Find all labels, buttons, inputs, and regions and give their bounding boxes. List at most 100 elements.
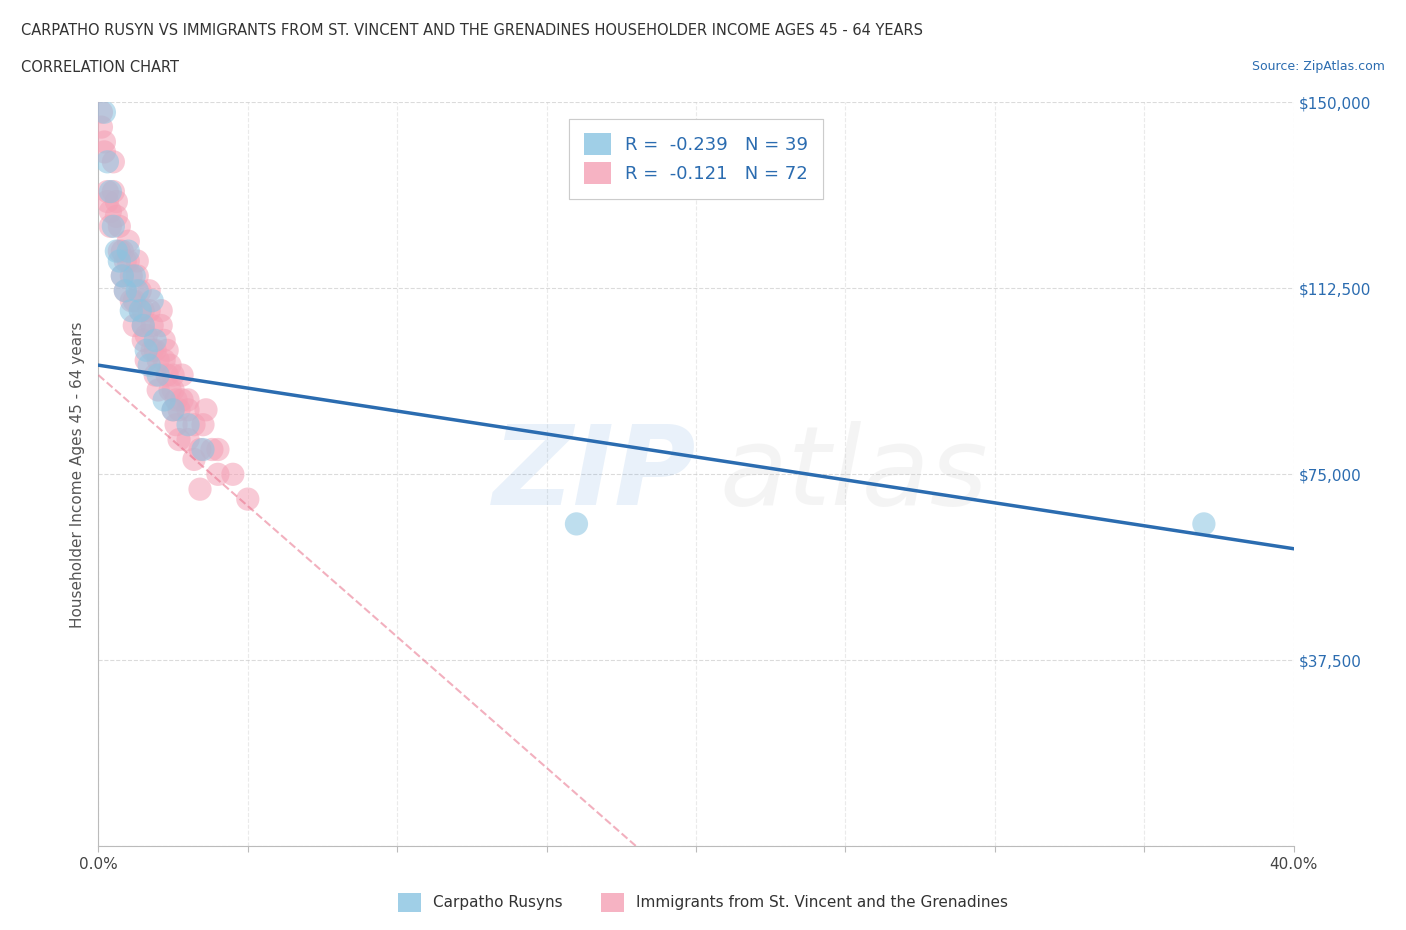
Text: atlas: atlas — [720, 420, 988, 528]
Point — [191, 418, 214, 432]
Point — [127, 254, 149, 269]
Point — [96, 154, 118, 169]
Point — [93, 135, 115, 150]
Point — [103, 184, 125, 199]
Point — [201, 442, 224, 457]
Point — [183, 452, 205, 467]
Point — [148, 352, 170, 367]
Point — [108, 244, 131, 259]
Point — [162, 382, 184, 397]
Point — [141, 293, 163, 308]
Point — [148, 382, 170, 397]
Point — [1192, 516, 1215, 531]
Point — [148, 367, 170, 382]
Point — [96, 194, 118, 209]
Point — [191, 442, 214, 457]
Point — [90, 105, 112, 120]
Point — [162, 367, 184, 382]
Point — [153, 352, 176, 367]
Point — [124, 293, 146, 308]
Text: ZIP: ZIP — [492, 420, 696, 528]
Point — [98, 204, 122, 219]
Point — [222, 467, 245, 482]
Point — [167, 432, 190, 447]
Point — [117, 254, 139, 269]
Point — [111, 269, 134, 284]
Point — [153, 392, 176, 407]
Point — [90, 120, 112, 135]
Legend: Carpatho Rusyns, Immigrants from St. Vincent and the Grenadines: Carpatho Rusyns, Immigrants from St. Vin… — [392, 887, 1014, 918]
Point — [162, 403, 184, 418]
Text: CORRELATION CHART: CORRELATION CHART — [21, 60, 179, 75]
Point — [156, 343, 179, 358]
Point — [143, 367, 166, 382]
Point — [162, 403, 184, 418]
Point — [153, 333, 176, 348]
Point — [188, 482, 211, 497]
Point — [108, 254, 131, 269]
Point — [96, 184, 118, 199]
Point — [138, 358, 160, 373]
Point — [207, 467, 229, 482]
Point — [117, 244, 139, 259]
Point — [159, 358, 181, 373]
Point — [141, 318, 163, 333]
Point — [98, 219, 122, 233]
Point — [177, 403, 200, 418]
Point — [111, 269, 134, 284]
Point — [165, 392, 187, 407]
Point — [132, 318, 155, 333]
Point — [129, 303, 152, 318]
Point — [127, 269, 149, 284]
Point — [132, 303, 155, 318]
Point — [183, 418, 205, 432]
Point — [236, 492, 259, 507]
Point — [172, 367, 194, 382]
Point — [114, 284, 136, 299]
Point — [108, 219, 131, 233]
Point — [111, 244, 134, 259]
Point — [120, 293, 142, 308]
Point — [93, 105, 115, 120]
Point — [93, 144, 115, 159]
Point — [103, 219, 125, 233]
Point — [135, 352, 157, 367]
Point — [143, 343, 166, 358]
Point — [177, 432, 200, 447]
Point — [167, 403, 190, 418]
Point — [177, 392, 200, 407]
Y-axis label: Householder Income Ages 45 - 64 years: Householder Income Ages 45 - 64 years — [69, 321, 84, 628]
Legend: R =  -0.239   N = 39, R =  -0.121   N = 72: R = -0.239 N = 39, R = -0.121 N = 72 — [569, 119, 823, 199]
Point — [103, 154, 125, 169]
Point — [159, 382, 181, 397]
Point — [129, 284, 152, 299]
Point — [156, 367, 179, 382]
Point — [565, 516, 588, 531]
Point — [177, 418, 200, 432]
Point — [132, 333, 155, 348]
Point — [165, 418, 187, 432]
Point — [150, 318, 173, 333]
Point — [105, 194, 128, 209]
Point — [114, 284, 136, 299]
Point — [150, 303, 173, 318]
Point — [141, 343, 163, 358]
Point — [129, 303, 152, 318]
Point — [105, 244, 128, 259]
Point — [105, 209, 128, 224]
Text: Source: ZipAtlas.com: Source: ZipAtlas.com — [1251, 60, 1385, 73]
Text: CARPATHO RUSYN VS IMMIGRANTS FROM ST. VINCENT AND THE GRENADINES HOUSEHOLDER INC: CARPATHO RUSYN VS IMMIGRANTS FROM ST. VI… — [21, 23, 924, 38]
Point — [172, 392, 194, 407]
Point — [207, 442, 229, 457]
Point — [117, 233, 139, 248]
Point — [120, 269, 142, 284]
Point — [98, 184, 122, 199]
Point — [135, 343, 157, 358]
Point — [114, 254, 136, 269]
Point — [132, 318, 155, 333]
Point — [188, 442, 211, 457]
Point — [124, 269, 146, 284]
Point — [138, 284, 160, 299]
Point — [124, 318, 146, 333]
Point — [138, 303, 160, 318]
